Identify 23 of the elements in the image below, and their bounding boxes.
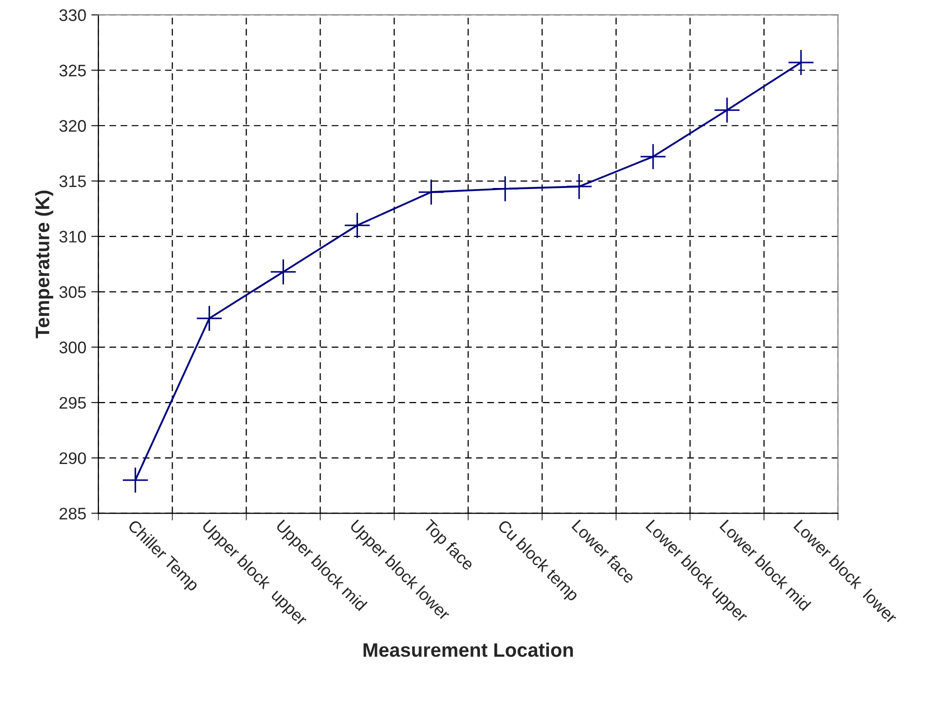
point xyxy=(418,180,444,205)
y-tick-label: 305 xyxy=(59,286,86,298)
point xyxy=(344,212,370,238)
y-tick-label: 315 xyxy=(59,175,86,188)
point xyxy=(714,98,740,123)
point xyxy=(788,50,814,75)
point xyxy=(196,306,222,331)
x-axis-title: Measurement Location xyxy=(364,642,573,657)
point xyxy=(122,468,148,493)
point xyxy=(270,259,296,284)
y-tick-label: 310 xyxy=(59,230,86,243)
y-tick-label: 290 xyxy=(60,452,86,464)
point xyxy=(566,174,592,200)
x-tick-label: Top face xyxy=(420,518,476,574)
y-tick-label: 295 xyxy=(60,396,86,409)
y-tick-label: 320 xyxy=(59,120,86,132)
y-tick-label: 300 xyxy=(59,342,86,354)
y-axis-title: Temperature (K) xyxy=(35,190,54,338)
y-tick-label: 325 xyxy=(59,64,86,76)
y-tick-label: 285 xyxy=(60,508,86,520)
y-tick-label: 330 xyxy=(59,9,86,22)
point xyxy=(640,144,666,170)
point xyxy=(492,176,518,202)
